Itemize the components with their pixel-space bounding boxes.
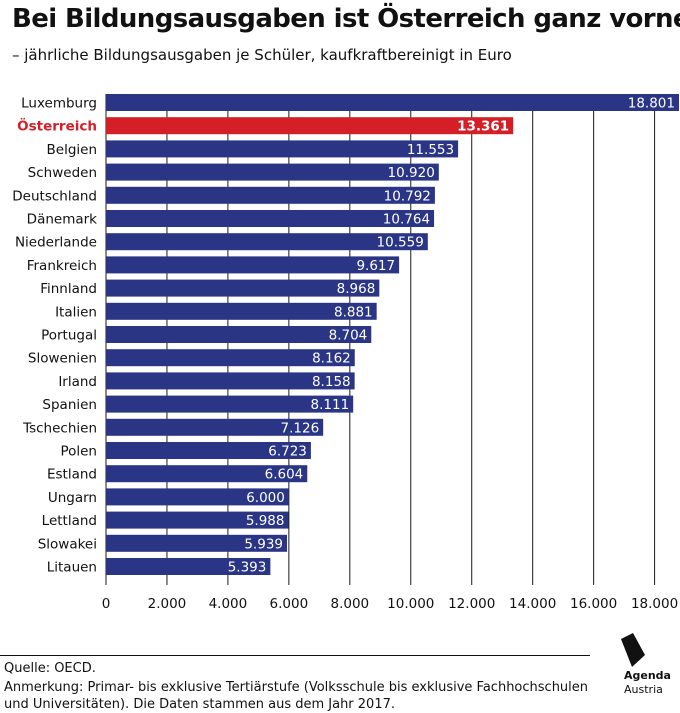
bar-9 (106, 302, 377, 320)
chart-subtitle: – jährliche Bildungsausgaben je Schüler,… (12, 46, 512, 64)
value-label-15: 6.723 (268, 444, 307, 460)
value-label-14: 7.126 (281, 420, 320, 436)
footer-divider (0, 655, 590, 656)
logo-text-austria: Austria (624, 683, 663, 696)
category-label-6: Niederlande (15, 235, 97, 251)
bar-16 (106, 465, 308, 483)
note-text: Anmerkung: Primar- bis exklusive Tertiär… (4, 680, 589, 712)
category-label-0: Luxemburg (21, 96, 97, 112)
category-label-17: Ungarn (48, 490, 97, 506)
bar-11 (106, 349, 355, 367)
category-label-19: Slowakei (38, 536, 97, 552)
category-label-9: Italien (55, 304, 97, 320)
category-label-11: Slowenien (28, 351, 97, 367)
source-text: Quelle: OECD. (4, 661, 96, 676)
category-label-1: Österreich (17, 117, 97, 135)
bar-15 (106, 442, 311, 459)
value-label-11: 8.162 (312, 351, 351, 367)
bar-20 (106, 558, 271, 575)
bar-12 (106, 372, 355, 390)
category-label-18: Lettland (42, 513, 97, 529)
x-tick-label-9: 18.000 (631, 596, 678, 612)
bar-10 (106, 326, 372, 343)
x-tick-label-4: 8.000 (330, 596, 369, 612)
bar-1 (106, 117, 514, 135)
bar-7 (106, 256, 400, 274)
category-label-2: Belgien (47, 142, 98, 158)
value-label-13: 8.111 (311, 397, 350, 413)
value-label-3: 10.920 (388, 165, 435, 181)
x-tick-label-6: 12.000 (448, 596, 495, 612)
x-tick-label-1: 2.000 (148, 596, 187, 612)
value-label-8: 8.968 (337, 281, 376, 297)
value-label-1: 13.361 (457, 119, 509, 135)
bar-14 (106, 418, 324, 436)
value-label-7: 9.617 (356, 258, 395, 274)
category-label-5: Dänemark (27, 212, 98, 228)
bar-chart: Luxemburg 18.801 Österreich 13.361 Belgien 11… (12, 94, 679, 612)
category-label-15: Polen (60, 444, 97, 460)
value-label-17: 6.000 (246, 490, 285, 506)
bar-8 (106, 279, 380, 297)
bar-5 (106, 210, 435, 227)
value-label-12: 8.158 (312, 374, 351, 390)
category-label-10: Portugal (41, 328, 97, 344)
bar-13 (106, 395, 354, 413)
value-label-20: 5.393 (228, 560, 267, 576)
value-label-18: 5.988 (246, 513, 285, 529)
bar-2 (106, 140, 459, 158)
category-label-4: Deutschland (12, 188, 97, 204)
category-label-8: Finnland (40, 281, 97, 297)
x-tick-label-2: 4.000 (209, 596, 248, 612)
category-label-14: Tschechien (22, 420, 97, 436)
x-tick-label-7: 14.000 (509, 596, 556, 612)
bar-0 (106, 94, 679, 111)
category-label-13: Spanien (42, 397, 97, 413)
bar-19 (106, 534, 288, 552)
logo-text-agenda: Agenda (624, 669, 671, 682)
x-tick-label-5: 10.000 (387, 596, 434, 612)
x-tick-label-3: 6.000 (270, 596, 309, 612)
bar-3 (106, 163, 439, 181)
bar-4 (106, 186, 435, 204)
x-tick-label-8: 16.000 (570, 596, 617, 612)
agenda-austria-logo: Agenda Austria (612, 631, 678, 703)
value-label-9: 8.881 (334, 304, 373, 320)
value-label-4: 10.792 (384, 188, 431, 204)
bar-6 (106, 233, 428, 251)
category-label-20: Litauen (47, 560, 97, 576)
value-label-0: 18.801 (628, 96, 675, 112)
bar-17 (106, 488, 289, 506)
value-label-6: 10.559 (377, 235, 424, 251)
category-label-16: Estland (47, 467, 97, 483)
logo-mark-icon (621, 633, 645, 667)
value-label-16: 6.604 (265, 467, 304, 483)
value-label-2: 11.553 (407, 142, 454, 158)
category-label-7: Frankreich (27, 258, 97, 274)
bar-18 (106, 511, 289, 529)
category-label-3: Schweden (28, 165, 97, 181)
value-label-5: 10.764 (383, 212, 430, 228)
x-tick-label-0: 0 (102, 596, 111, 612)
value-label-19: 5.939 (244, 536, 283, 552)
chart-title: Bei Bildungsausgaben ist Österreich ganz… (12, 4, 680, 34)
category-label-12: Irland (58, 374, 97, 390)
value-label-10: 8.704 (329, 328, 368, 344)
